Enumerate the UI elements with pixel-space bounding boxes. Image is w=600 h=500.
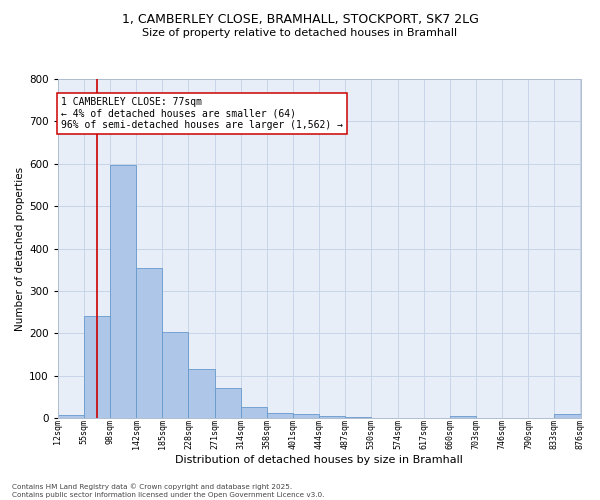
Bar — [215, 388, 241, 418]
Bar — [241, 408, 267, 418]
X-axis label: Distribution of detached houses by size in Bramhall: Distribution of detached houses by size … — [175, 455, 463, 465]
Bar — [319, 416, 345, 418]
Bar — [58, 415, 84, 418]
Bar — [450, 416, 476, 418]
Y-axis label: Number of detached properties: Number of detached properties — [15, 166, 25, 330]
Bar — [136, 268, 163, 418]
Text: Size of property relative to detached houses in Bramhall: Size of property relative to detached ho… — [142, 28, 458, 38]
Text: 1 CAMBERLEY CLOSE: 77sqm
← 4% of detached houses are smaller (64)
96% of semi-de: 1 CAMBERLEY CLOSE: 77sqm ← 4% of detache… — [61, 97, 343, 130]
Text: Contains HM Land Registry data © Crown copyright and database right 2025.
Contai: Contains HM Land Registry data © Crown c… — [12, 484, 325, 498]
Bar — [188, 370, 215, 418]
Bar — [554, 414, 581, 418]
Bar — [293, 414, 319, 418]
Bar — [345, 417, 371, 418]
Bar — [267, 412, 293, 418]
Bar — [110, 166, 136, 418]
Bar — [84, 316, 110, 418]
Text: 1, CAMBERLEY CLOSE, BRAMHALL, STOCKPORT, SK7 2LG: 1, CAMBERLEY CLOSE, BRAMHALL, STOCKPORT,… — [122, 12, 478, 26]
Bar — [163, 332, 188, 418]
